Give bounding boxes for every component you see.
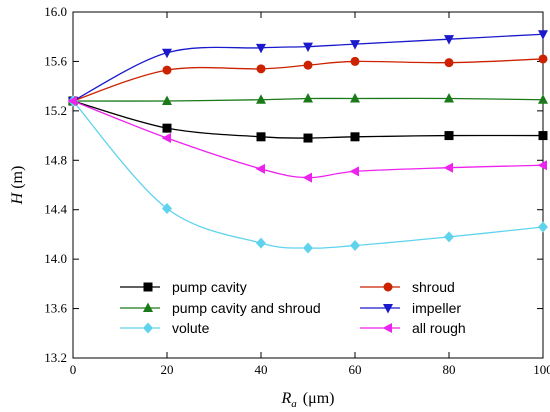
data-point	[538, 94, 548, 104]
data-point	[444, 93, 454, 103]
data-point	[443, 162, 453, 173]
data-point	[67, 95, 77, 106]
x-axis-title: Ra (μm)	[281, 390, 335, 410]
data-point	[537, 160, 547, 171]
x-tick-label: 100	[533, 362, 550, 377]
data-point	[349, 166, 359, 177]
x-tick-label: 40	[255, 362, 268, 377]
y-tick-label: 14.4	[44, 202, 67, 217]
data-point	[538, 131, 548, 141]
data-point	[350, 240, 360, 252]
data-point	[161, 133, 171, 144]
legend-marker	[383, 282, 393, 292]
series-pump-cavity	[68, 96, 548, 143]
axis-ticks: 0 20 40 60 80 100 13.2 13.6 14.0 14.4 14.8 15.2 15.6…	[44, 4, 550, 377]
data-point	[350, 56, 360, 66]
y-tick-label: 14.0	[44, 251, 67, 266]
legend-marker	[143, 282, 153, 292]
series-volute	[68, 95, 548, 254]
data-point	[162, 48, 172, 59]
y-tick-label: 16.0	[44, 4, 67, 19]
data-point	[538, 221, 548, 233]
y-tick-label: 13.6	[44, 301, 67, 316]
data-point	[444, 231, 454, 243]
data-point	[538, 30, 548, 40]
data-point	[350, 40, 360, 50]
data-point	[256, 94, 266, 104]
legend-marker	[143, 322, 153, 334]
data-point	[256, 132, 266, 142]
data-point	[255, 163, 265, 174]
series-all-rough	[67, 95, 547, 183]
x-tick-label: 60	[349, 362, 362, 377]
data-point	[303, 93, 313, 103]
x-tick-label: 80	[443, 362, 456, 377]
legend-marker	[143, 302, 153, 312]
legend-item: impeller	[360, 300, 461, 316]
data-point	[162, 123, 172, 133]
data-point	[256, 64, 266, 74]
series-pump-cavity-and-shroud	[68, 93, 548, 105]
legend-item: shroud	[360, 279, 455, 295]
legend-item: pump cavity	[120, 279, 247, 295]
y-tick-label: 15.2	[44, 103, 67, 118]
plot-frame	[72, 11, 544, 359]
legend-item: all rough	[360, 320, 466, 336]
x-tick-label: 20	[161, 362, 174, 377]
legend-marker	[383, 304, 393, 314]
series-line	[72, 100, 544, 139]
legend-label: volute	[172, 320, 210, 336]
legend-label: pump cavity	[172, 279, 247, 295]
legend-label: pump cavity and shroud	[172, 300, 321, 316]
data-point	[444, 131, 454, 141]
y-tick-label: 15.6	[44, 53, 67, 68]
data-point	[302, 172, 312, 183]
series-shroud	[68, 54, 548, 106]
y-axis-title: H (m)	[9, 166, 26, 206]
data-point	[162, 95, 172, 105]
data-point	[162, 65, 172, 75]
data-point	[162, 202, 172, 214]
data-point	[303, 60, 313, 70]
y-tick-label: 14.8	[44, 152, 67, 167]
data-point	[350, 132, 360, 142]
y-tick-label: 13.2	[44, 350, 67, 365]
data-point	[303, 133, 313, 143]
data-point	[303, 242, 313, 254]
data-point	[350, 93, 360, 103]
data-point	[256, 237, 266, 249]
series-layer	[67, 30, 548, 254]
legend-item: volute	[120, 320, 210, 336]
data-point	[538, 54, 548, 64]
legend-label: all rough	[412, 320, 466, 336]
legend-label: shroud	[412, 279, 455, 295]
legend-item: pump cavity and shroud	[120, 300, 321, 316]
data-point	[303, 42, 313, 53]
data-point	[444, 35, 454, 45]
data-point	[444, 58, 454, 68]
legend-marker	[382, 323, 392, 333]
x-tick-label: 0	[70, 362, 77, 377]
legend: pump cavity shroud pump cavity and shroud i…	[120, 279, 466, 336]
legend-label: impeller	[412, 300, 461, 316]
data-point	[256, 43, 266, 54]
